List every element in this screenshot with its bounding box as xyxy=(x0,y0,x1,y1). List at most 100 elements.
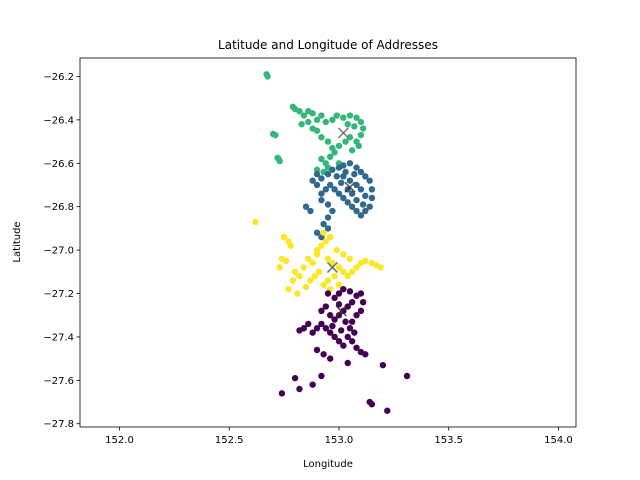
chart-title: Latitude and Longitude of Addresses xyxy=(218,38,438,52)
scatter-point xyxy=(322,325,330,332)
scatter-point xyxy=(359,201,367,208)
scatter-point xyxy=(346,134,354,141)
scatter-point xyxy=(307,207,314,215)
centroid-marker xyxy=(335,305,347,317)
scatter-point xyxy=(331,316,338,323)
scatter-point xyxy=(353,196,360,204)
scatter-point xyxy=(353,181,360,189)
scatter-point xyxy=(366,177,373,184)
scatter-point xyxy=(340,268,347,275)
scatter-point xyxy=(313,116,321,124)
scatter-point xyxy=(322,118,330,126)
scatter-point xyxy=(337,327,345,334)
scatter-point xyxy=(346,255,354,262)
scatter-point xyxy=(294,290,301,297)
scatter-point xyxy=(353,164,360,171)
scatter-point xyxy=(357,168,365,176)
scatter-point xyxy=(318,155,325,163)
scatter-point xyxy=(318,196,325,204)
scatter-point xyxy=(335,190,343,197)
scatter-point xyxy=(368,194,376,202)
scatter-point xyxy=(346,177,354,184)
scatter-point xyxy=(324,225,332,232)
scatter-point xyxy=(307,277,314,284)
scatter-point xyxy=(305,320,312,328)
scatter-point xyxy=(403,372,411,380)
scatter-point xyxy=(346,112,354,119)
scatter-point xyxy=(326,153,334,160)
scatter-point xyxy=(272,131,279,139)
y-tick-label: −26.4 xyxy=(43,115,74,126)
scatter-point xyxy=(300,264,308,271)
scatter-point xyxy=(318,320,325,328)
scatter-point xyxy=(331,186,338,193)
y-tick-label: −27.8 xyxy=(43,419,74,430)
scatter-point xyxy=(359,298,367,306)
centroids-layer xyxy=(326,127,356,317)
scatter-point xyxy=(333,112,340,119)
scatter-point xyxy=(342,318,349,325)
scatter-point xyxy=(326,233,334,241)
y-axis-ticks: −26.2 −26.4 −26.6 −26.8 −27.0 −27.2 −27.4 −27.6… xyxy=(43,72,80,430)
scatter-point xyxy=(351,123,358,130)
scatter-point xyxy=(309,381,316,388)
y-axis-label: Latitude xyxy=(12,221,23,262)
scatter-point xyxy=(348,268,356,275)
scatter-point xyxy=(340,251,347,258)
scatter-point xyxy=(344,303,351,310)
scatter-point xyxy=(305,118,312,126)
scatter-point xyxy=(311,272,319,280)
scatter-point xyxy=(313,325,321,332)
scatter-point xyxy=(300,112,308,119)
scatter-point xyxy=(322,303,330,310)
scatter-point xyxy=(320,229,327,236)
scatter-point xyxy=(335,338,343,345)
scatter-point xyxy=(342,168,349,176)
scatter-point xyxy=(329,259,336,267)
y-tick-label: −26.2 xyxy=(43,72,74,83)
scatter-point xyxy=(318,112,325,119)
scatter-point xyxy=(353,207,360,215)
scatter-point xyxy=(275,155,282,163)
scatter-point xyxy=(379,361,387,369)
scatter-point xyxy=(357,131,365,139)
scatter-point xyxy=(324,201,332,208)
scatter-point xyxy=(309,110,316,117)
scatter-point xyxy=(366,203,373,210)
y-tick-label: −27.0 xyxy=(43,246,74,257)
scatter-point xyxy=(353,114,360,121)
scatter-point xyxy=(324,138,332,145)
scatter-point xyxy=(285,285,292,293)
scatter-point xyxy=(335,264,343,271)
scatter-point xyxy=(348,203,356,210)
scatter-point xyxy=(368,401,376,408)
scatter-point xyxy=(351,329,358,336)
centroid-stroke xyxy=(337,127,349,139)
scatter-point xyxy=(302,203,310,210)
scatter-point xyxy=(291,268,299,275)
x-tick-label: 153.0 xyxy=(325,435,354,446)
centroid-stroke xyxy=(326,261,338,274)
scatter-point xyxy=(320,281,327,289)
x-tick-label: 154.0 xyxy=(544,435,573,446)
scatter-point xyxy=(326,355,334,362)
scatter-point xyxy=(305,255,312,262)
scatter-point xyxy=(329,116,336,124)
centroid-stroke xyxy=(335,305,347,317)
scatter-point xyxy=(362,257,369,265)
scatter-point xyxy=(318,307,325,315)
scatter-point xyxy=(309,259,316,267)
scatter-point xyxy=(331,272,338,280)
scatter-point xyxy=(252,218,259,226)
scatter-point xyxy=(326,329,334,336)
scatter-point xyxy=(344,359,351,367)
scatter-point xyxy=(320,351,327,358)
scatter-point xyxy=(324,170,332,178)
scatter-point xyxy=(346,160,354,167)
scatter-point xyxy=(384,407,391,414)
scatter-point xyxy=(344,199,351,206)
scatter-point xyxy=(340,162,347,169)
centroid-marker xyxy=(337,127,349,139)
scatter-point xyxy=(340,194,347,202)
